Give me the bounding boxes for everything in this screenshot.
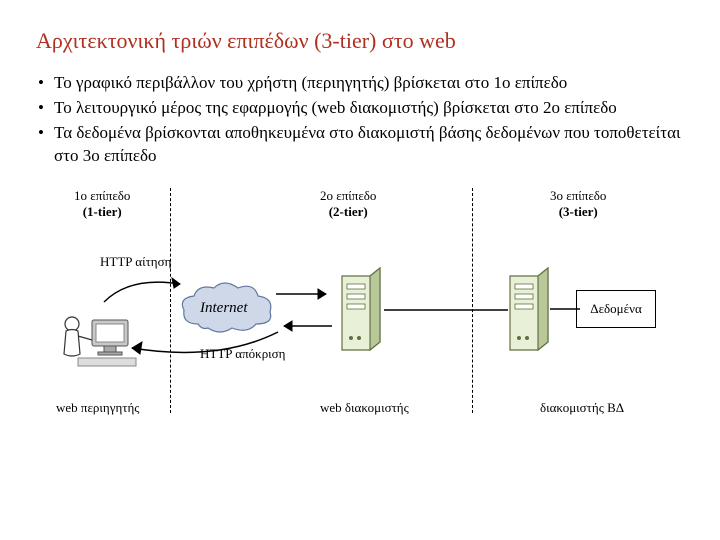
tier3-header: 3ο επίπεδο (3-tier) <box>550 188 606 221</box>
web-server-icon <box>338 264 384 354</box>
response-arrow-icon <box>118 328 288 368</box>
data-box: Δεδομένα <box>576 290 656 328</box>
db-server-icon <box>506 264 552 354</box>
three-tier-diagram: 1ο επίπεδο (1-tier) 2ο επίπεδο (2-tier) … <box>40 188 680 438</box>
tier2-header: 2ο επίπεδο (2-tier) <box>320 188 376 221</box>
data-box-label: Δεδομένα <box>590 301 642 317</box>
divider-2 <box>472 188 473 413</box>
bullet-item: Τα δεδομένα βρίσκονται αποθηκευμένα στο … <box>36 122 684 168</box>
dbserver-caption: διακομιστής ΒΔ <box>540 400 624 416</box>
bullet-item: Το γραφικό περιβάλλον του χρήστη (περιηγ… <box>36 72 684 95</box>
browser-caption: web περιηγητής <box>56 400 139 416</box>
cloud-to-server-arrow-icon <box>272 284 336 304</box>
page-title: Αρχιτεκτονική τριών επιπέδων (3-tier) στ… <box>36 28 684 54</box>
webserver-caption: web διακομιστής <box>320 400 409 416</box>
server-to-cloud-arrow-icon <box>272 316 336 336</box>
bullet-item: Το λειτουργικό μέρος της εφαρμογής (web … <box>36 97 684 120</box>
server-link-line <box>384 304 508 316</box>
bullet-list: Το γραφικό περιβάλλον του χρήστη (περιηγ… <box>36 72 684 168</box>
cloud-label: Internet <box>200 300 247 317</box>
http-request-label: HTTP αίτηση <box>100 254 171 270</box>
tier1-header: 1ο επίπεδο (1-tier) <box>74 188 130 221</box>
